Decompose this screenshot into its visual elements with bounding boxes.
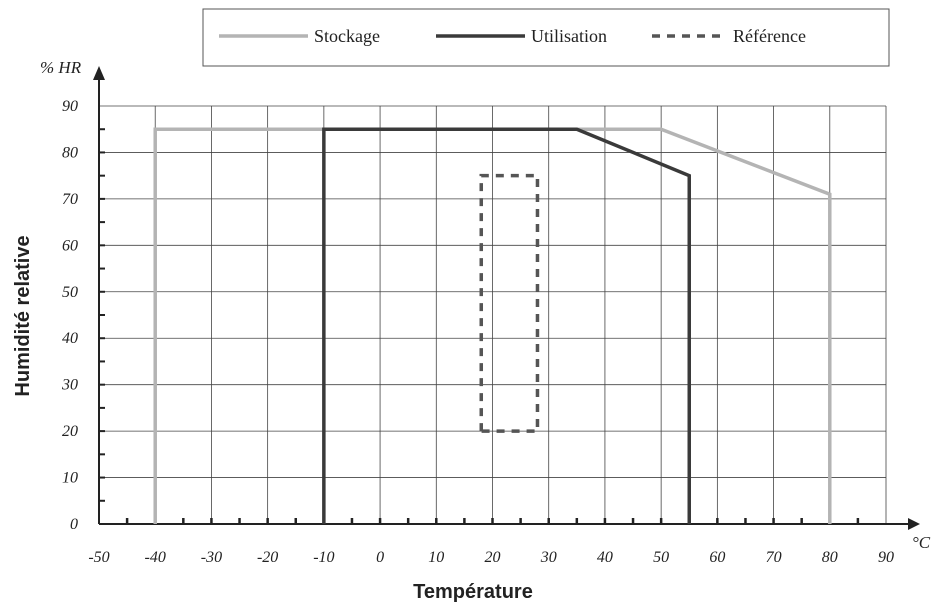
x-tick-label: 80	[822, 549, 838, 566]
series-line-stockage	[153, 127, 832, 524]
x-tick-label: 10	[428, 549, 444, 566]
axes	[93, 66, 920, 530]
x-tick-label: 60	[709, 549, 725, 566]
x-tick-label: 30	[540, 549, 557, 566]
y-tick-label: 70	[62, 191, 78, 208]
x-tick-label: -20	[257, 549, 278, 566]
x-axis-arrow	[908, 518, 920, 530]
x-tick-label: 70	[766, 549, 782, 566]
x-tick-label: -50	[88, 549, 109, 566]
y-tick-label: 40	[62, 330, 78, 347]
legend-label-stockage: Stockage	[314, 26, 380, 46]
y-tick-label: 10	[62, 470, 78, 487]
legend-label-utilisation: Utilisation	[531, 26, 607, 46]
y-axis-title: Humidité relative	[12, 235, 34, 396]
x-tick-label: -40	[145, 549, 166, 566]
x-tick-label: 20	[485, 549, 501, 566]
y-axis-unit: % HR	[40, 58, 82, 77]
x-tick-label: 50	[653, 549, 669, 566]
series-line-utilisation	[322, 127, 691, 524]
legend-label-reference: Référence	[733, 26, 806, 46]
x-tick-label: 0	[376, 549, 384, 566]
x-tick-label: -30	[201, 549, 222, 566]
y-tick-label: 60	[62, 237, 78, 254]
legend: Stockage Utilisation Référence	[202, 8, 890, 67]
series-line-reference	[479, 173, 540, 433]
x-tick-label: 90	[878, 549, 894, 566]
data-series	[153, 127, 832, 524]
y-tick-label: 0	[70, 516, 78, 533]
y-tick-label: 50	[62, 284, 78, 301]
x-axis-unit: °C	[912, 533, 931, 552]
y-tick-label: 80	[62, 144, 78, 161]
axis-ticks: -50 -40 -30 -20 -10 0 10 20 30 40 50 60 70 80 90 0 10 20 3…	[61, 98, 894, 566]
y-tick-label: 30	[61, 377, 78, 394]
y-tick-label: 90	[62, 98, 78, 115]
x-tick-label: 40	[597, 549, 613, 566]
legend-box	[202, 8, 890, 67]
x-axis-title: Température	[413, 581, 533, 603]
y-axis-arrow	[93, 66, 105, 80]
y-tick-label: 20	[62, 423, 78, 440]
x-tick-label: -10	[313, 549, 334, 566]
